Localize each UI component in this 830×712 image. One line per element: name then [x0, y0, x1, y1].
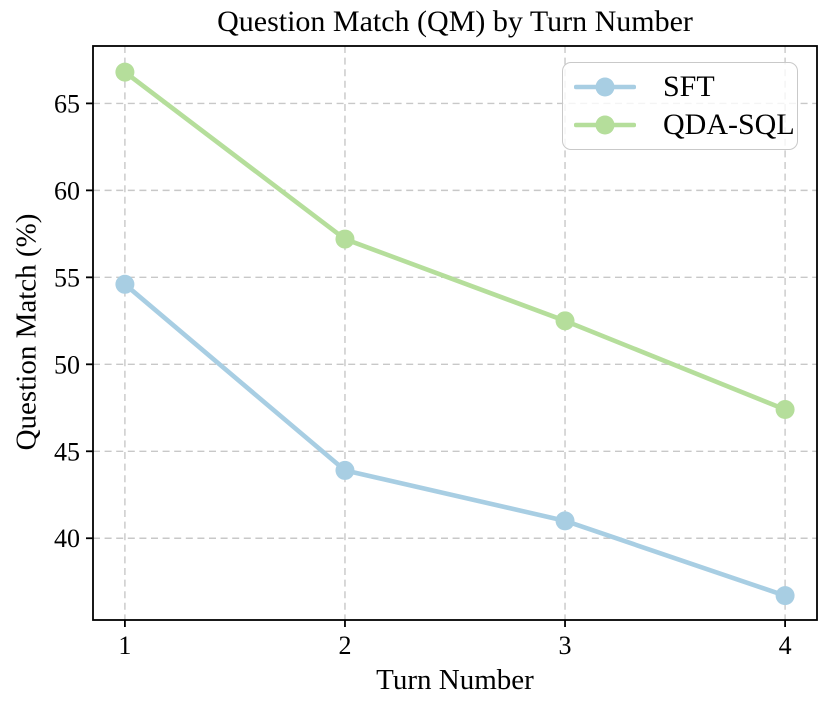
x-tick-label: 2 [338, 631, 351, 660]
y-axis-label: Question Match (%) [10, 213, 43, 451]
series-line-sft [122, 281, 788, 598]
data-point-qda-sql-turn-4 [775, 400, 795, 420]
y-tick-label: 50 [54, 350, 80, 379]
legend-line-marker-icon [574, 77, 636, 97]
chart-title: Question Match (QM) by Turn Number [217, 5, 693, 38]
data-point-qda-sql-turn-3 [555, 311, 575, 331]
y-tick-label: 55 [54, 263, 80, 292]
y-tick-label: 65 [54, 89, 80, 118]
y-tick-label: 60 [54, 176, 80, 205]
x-axis-label: Turn Number [376, 664, 534, 696]
legend-label-qda-sql: QDA-SQL [663, 108, 795, 142]
legend-line-marker-icon [574, 115, 636, 135]
plot-border [92, 45, 818, 621]
x-tick-label: 3 [559, 631, 572, 660]
data-point-sft-turn-4 [775, 586, 795, 606]
legend-entry-qda-sql: QDA-SQL [574, 110, 797, 140]
x-tick-label: 4 [779, 631, 792, 660]
series-line-qda-sql [122, 69, 788, 412]
data-point-sft-turn-3 [555, 511, 575, 531]
y-tick-label: 40 [54, 524, 80, 553]
y-tick-label: 45 [54, 437, 80, 466]
data-point-qda-sql-turn-2 [335, 229, 355, 249]
x-tick-label: 1 [118, 631, 131, 660]
legend: SFT QDA-SQL [562, 62, 798, 150]
legend-label-sft: SFT [663, 69, 715, 103]
legend-entry-sft: SFT [574, 69, 797, 103]
data-point-qda-sql-turn-1 [115, 62, 135, 82]
data-point-sft-turn-2 [335, 460, 355, 480]
data-point-sft-turn-1 [115, 274, 135, 294]
